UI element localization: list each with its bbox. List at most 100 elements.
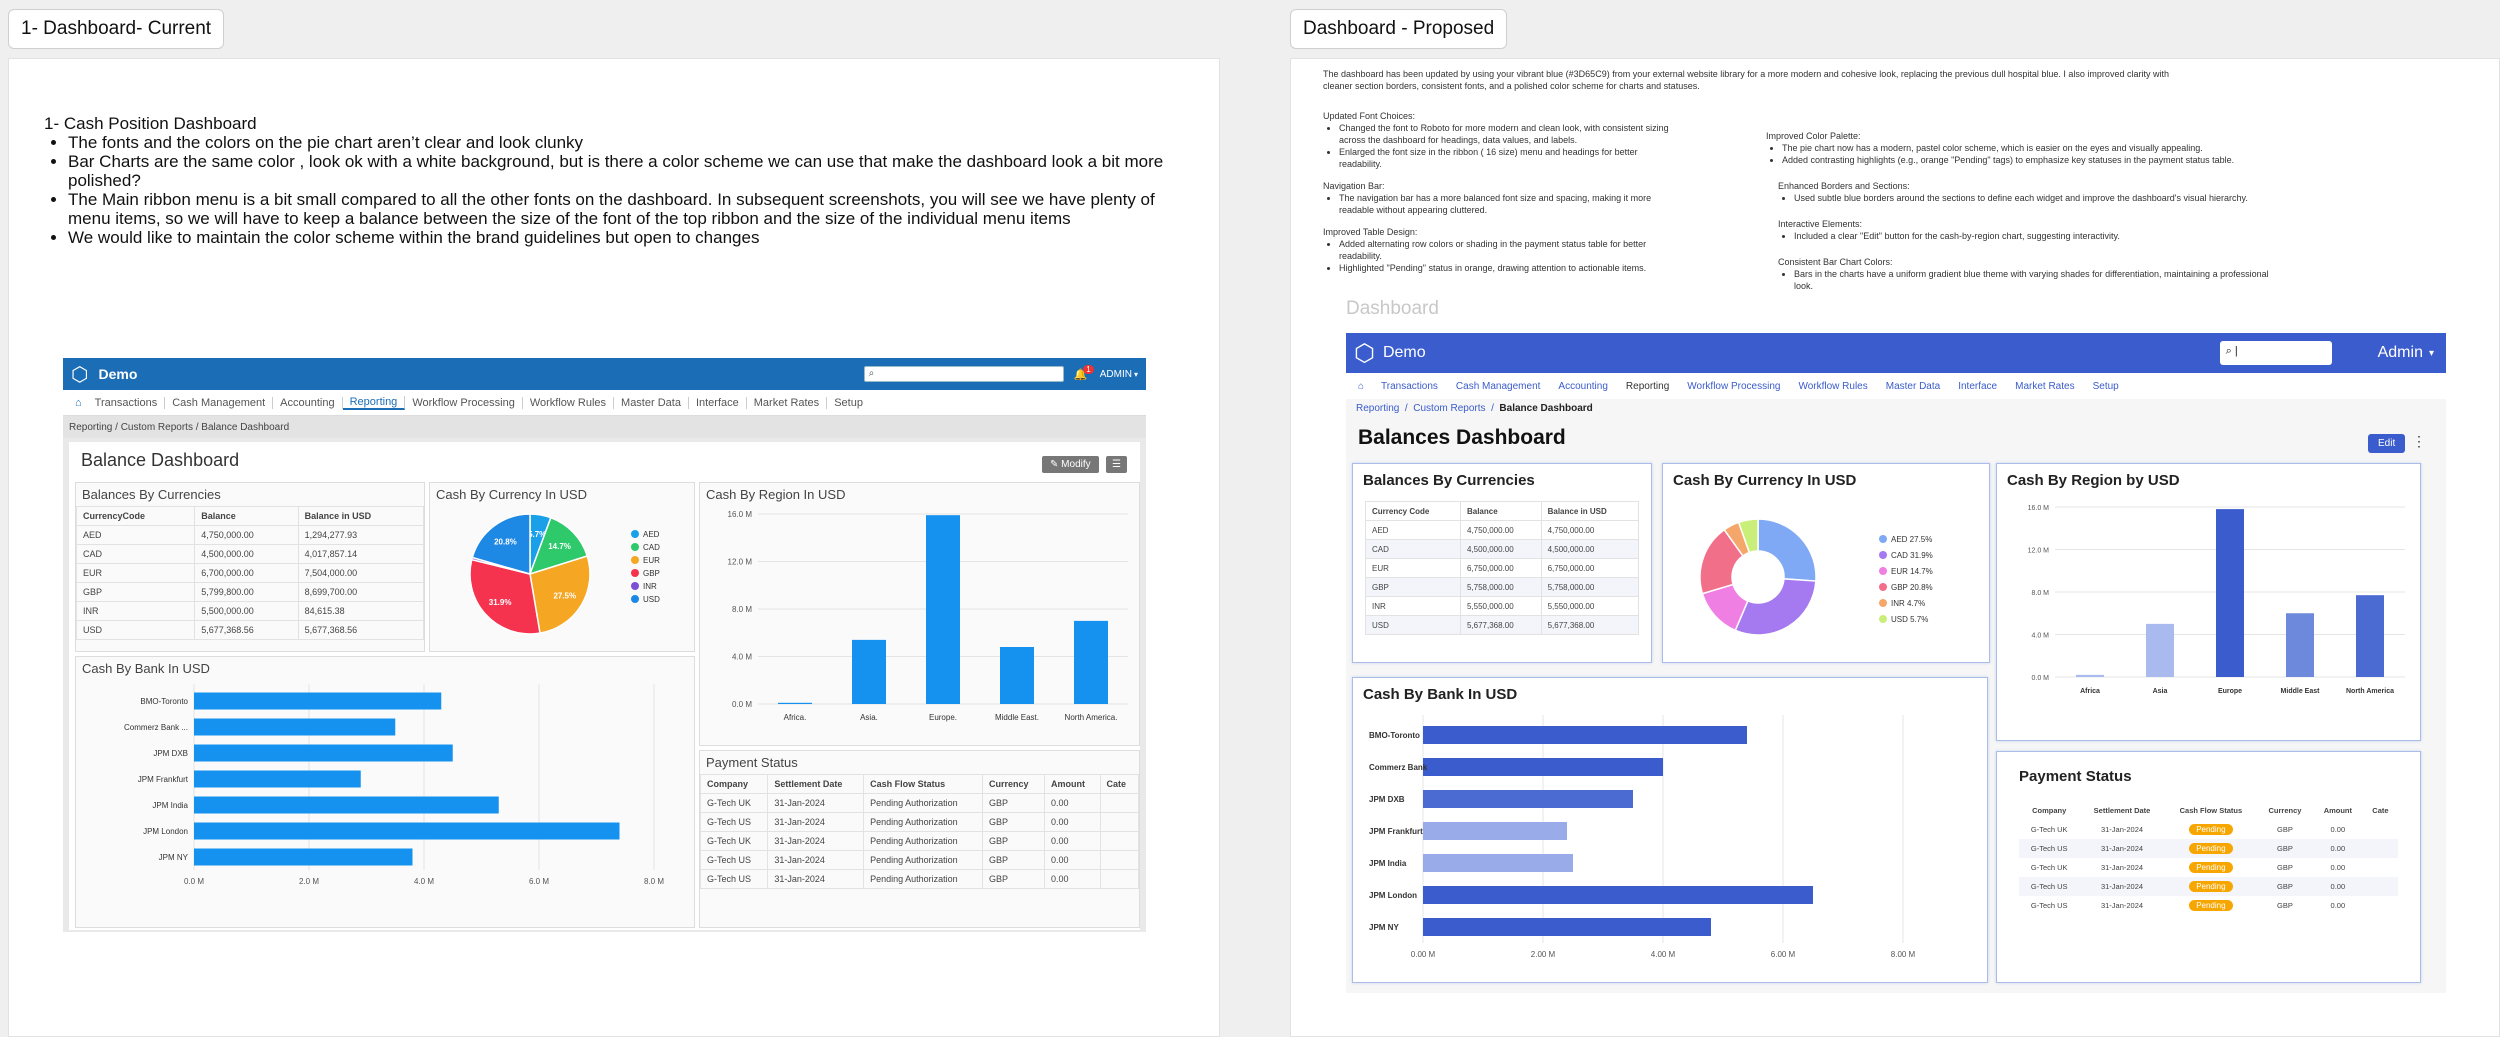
table-cell: Pending [2165, 858, 2257, 877]
column-header[interactable]: Currency [2268, 806, 2302, 815]
nav-workflow-processing[interactable]: Workflow Processing [405, 396, 523, 409]
table-row[interactable]: AED 4,750,000.00 1,294,277.93 [76, 525, 424, 545]
nav-interface[interactable]: Interface [1958, 380, 1998, 392]
bar [1074, 620, 1108, 704]
table-row[interactable]: G-Tech UK 31-Jan-2024 Pending Authorizatio… [700, 831, 1139, 851]
nav-interface[interactable]: Interface [689, 396, 747, 409]
column-header[interactable]: Currency Code [1365, 501, 1461, 521]
column-header[interactable]: Cash Flow Status [2179, 806, 2243, 815]
page-title: Balance Dashboard [81, 450, 240, 470]
column-header[interactable]: Balance in USD [297, 506, 424, 526]
table-row[interactable]: G-Tech UK 31-Jan-2024 Pending Authorizatio… [700, 793, 1139, 813]
menu-icon[interactable]: ☰ [1106, 456, 1127, 473]
table-cell: EUR [76, 563, 196, 583]
column-header[interactable]: CurrencyCode [76, 506, 196, 526]
table-cell: G-Tech US [2030, 844, 2068, 853]
column-header[interactable]: Cate [2372, 806, 2389, 815]
design-notes-intro: The dashboard has been updated by using … [1323, 69, 2169, 91]
table-row[interactable]: GBP 5,758,000.00 5,758,000.00 [1365, 577, 1640, 597]
nav-setup[interactable]: Setup [2092, 380, 2119, 392]
table-row[interactable]: AED 4,750,000.00 4,750,000.00 [1365, 520, 1640, 540]
edit-button[interactable]: Edit [2368, 434, 2406, 453]
nav-setup[interactable]: Setup [834, 396, 863, 409]
y-tick-label: JPM Frankfurt [1369, 827, 1423, 836]
breadcrumb-item[interactable]: Custom Reports [1413, 403, 1486, 414]
home-icon[interactable]: ⌂ [75, 396, 82, 409]
home-icon[interactable]: ⌂ [1358, 380, 1365, 392]
user-menu[interactable]: ADMIN [1099, 368, 1132, 380]
bank-bar-chart: 0.0 M 2.0 M 4.0 M 6.0 M 8.0 M BMO-Toronto Comm… [124, 684, 664, 886]
modify-button[interactable]: ✎ Modify [1042, 456, 1099, 473]
table-row[interactable]: G-Tech US 31-Jan-2024 Pending Authorizatio… [700, 812, 1139, 832]
legend-label: EUR 14.7% [1891, 567, 1933, 576]
legend-label: INR [643, 582, 657, 591]
column-header[interactable]: Cate [1099, 774, 1139, 794]
pie-slice [471, 513, 531, 575]
nav-transactions[interactable]: Transactions [1381, 380, 1438, 392]
nav-accounting[interactable]: Accounting [1558, 380, 1608, 392]
table-row[interactable]: G-Tech US 31-Jan-2024 Pending Authorizatio… [700, 850, 1139, 870]
column-header[interactable]: Settlement Date [2093, 806, 2151, 815]
column-header[interactable]: Currency [981, 774, 1046, 794]
nav-workflow-processing[interactable]: Workflow Processing [1687, 380, 1781, 392]
table-row[interactable]: INR 5,500,000.00 84,615.38 [76, 601, 424, 621]
nav-reporting[interactable]: Reporting [1625, 380, 1670, 392]
column-header[interactable]: Cash Flow Status [863, 774, 983, 794]
table-row[interactable]: EUR 6,750,000.00 6,750,000.00 [1365, 558, 1640, 578]
table-cell: 5,500,000.00 [194, 601, 299, 621]
panel-title: Payment Status [706, 755, 798, 770]
notes-item: Highlighted "Pending" status in orange, … [1339, 262, 1683, 274]
panel-title: Cash By Region In USD [706, 487, 846, 502]
table-row[interactable]: G-Tech US 31-Jan-2024 Pending Authorizatio… [700, 869, 1139, 889]
column-header[interactable]: Amount [2323, 806, 2353, 815]
search-input[interactable]: ⌕ | [2219, 341, 2332, 365]
column-header[interactable]: Company [700, 774, 769, 794]
header-bar: ⬡ Demo ⌕ | Admin ▾ [1346, 333, 2446, 373]
column-header[interactable]: Balance [1459, 501, 1542, 521]
breadcrumb-item[interactable]: Reporting [1356, 403, 1400, 414]
table-row[interactable]: CAD 4,500,000.00 4,500,000.00 [1365, 539, 1640, 559]
breadcrumb-item[interactable]: Reporting [69, 421, 113, 433]
table-cell: 31-Jan-2024 [767, 793, 865, 813]
breadcrumb-item[interactable]: Custom Reports [120, 421, 193, 433]
table-row[interactable]: USD 5,677,368.56 5,677,368.56 [76, 620, 424, 640]
y-tick-label: Commerz Bank [1369, 763, 1428, 772]
column-header[interactable]: Amount [1044, 774, 1101, 794]
nav-market-rates[interactable]: Market Rates [747, 396, 828, 409]
nav-workflow-rules[interactable]: Workflow Rules [523, 396, 615, 409]
table-row[interactable]: G-Tech US 31-Jan-2024 Pending GBP 0.00 [2019, 877, 2398, 896]
nav-master-data[interactable]: Master Data [614, 396, 689, 409]
table-cell [2363, 896, 2398, 915]
payment-table: Company Settlement Date Cash Flow Status Cu… [700, 774, 1139, 889]
more-options-icon[interactable]: ⋮ [2412, 433, 2426, 449]
column-header[interactable]: Balance in USD [1540, 501, 1640, 521]
nav-master-data[interactable]: Master Data [1885, 380, 1941, 392]
table-row[interactable]: CAD 4,500,000.00 4,017,857.14 [76, 544, 424, 564]
nav-transactions[interactable]: Transactions [88, 396, 166, 409]
table-cell: 31-Jan-2024 [2100, 863, 2144, 872]
table-row[interactable]: GBP 5,799,800.00 8,699,700.00 [76, 582, 424, 602]
column-header[interactable]: Company [2032, 806, 2067, 815]
breadcrumb: Reporting / Custom Reports / Balance Das… [63, 416, 1146, 438]
table-row[interactable]: INR 5,550,000.00 5,550,000.00 [1365, 596, 1640, 616]
nav-workflow-rules[interactable]: Workflow Rules [1798, 380, 1868, 392]
table-row[interactable]: G-Tech US 31-Jan-2024 Pending GBP 0.00 [2019, 839, 2398, 858]
user-menu[interactable]: Admin [2377, 344, 2423, 361]
table-row[interactable]: G-Tech US 31-Jan-2024 Pending GBP 0.00 [2019, 896, 2398, 915]
table-row[interactable]: EUR 6,700,000.00 7,504,000.00 [76, 563, 424, 583]
table-row[interactable]: USD 5,677,368.00 5,677,368.00 [1365, 615, 1640, 635]
column-header[interactable]: Balance [194, 506, 299, 526]
x-tick-label: North America [2346, 688, 2394, 695]
search-input[interactable]: ⌕ [863, 366, 1064, 382]
nav-reporting[interactable]: Reporting [342, 395, 406, 410]
table-cell: Pending Authorization [863, 869, 983, 889]
table-row[interactable]: G-Tech UK 31-Jan-2024 Pending GBP 0.00 [2019, 858, 2398, 877]
nav-accounting[interactable]: Accounting [273, 396, 343, 409]
nav-market-rates[interactable]: Market Rates [2015, 380, 2075, 392]
table-cell: CAD [1365, 539, 1461, 559]
y-tick-label: 4.0 M [732, 653, 752, 662]
table-row[interactable]: G-Tech UK 31-Jan-2024 Pending GBP 0.00 [2019, 820, 2398, 839]
nav-cash-management[interactable]: Cash Management [165, 396, 274, 409]
nav-cash-management[interactable]: Cash Management [1455, 380, 1541, 392]
column-header[interactable]: Settlement Date [767, 774, 865, 794]
